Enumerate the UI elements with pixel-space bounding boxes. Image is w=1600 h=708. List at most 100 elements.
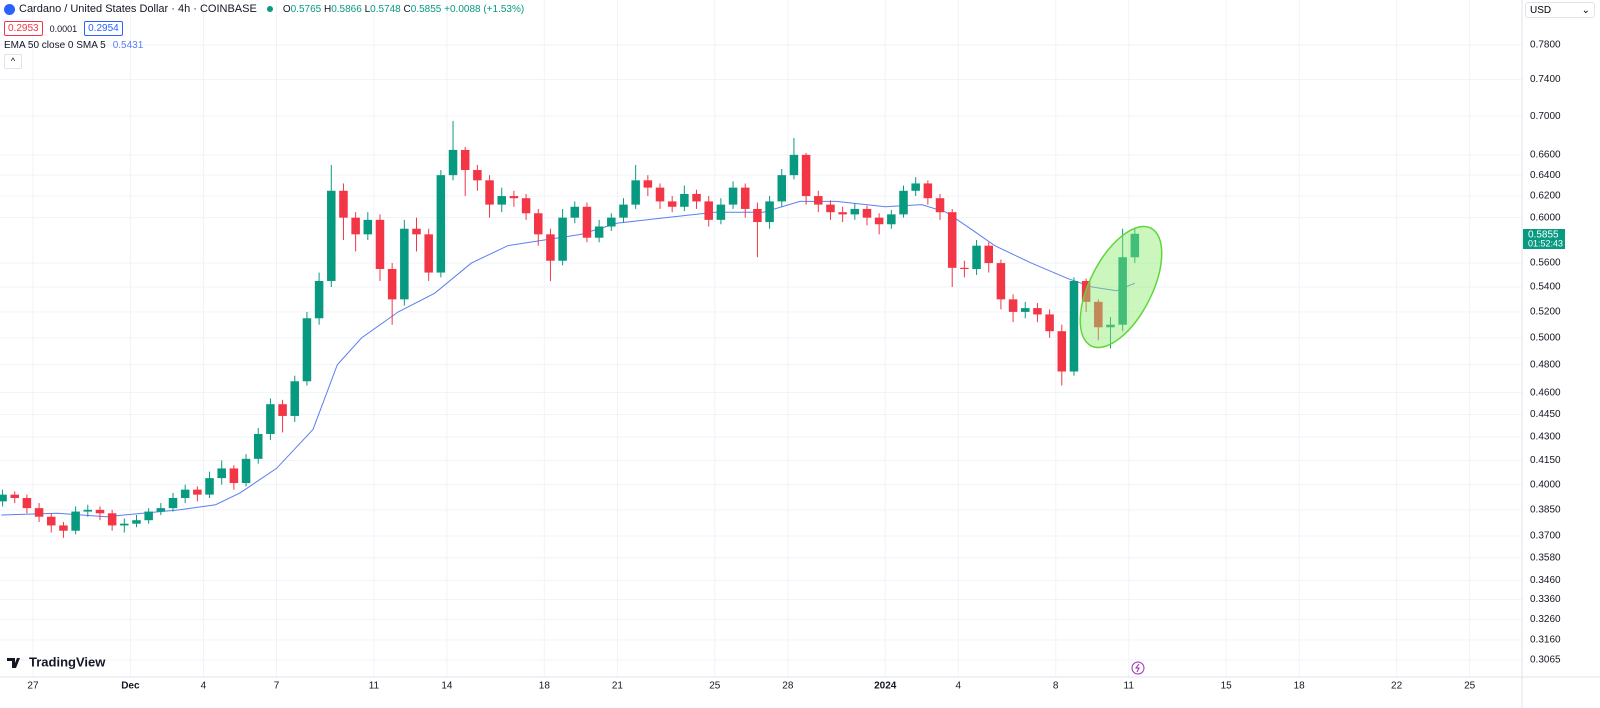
candle-body: [302, 318, 312, 382]
y-tick-label: 0.3460: [1530, 575, 1561, 586]
alert-icon[interactable]: [1131, 661, 1145, 675]
y-tick-label: 0.6400: [1530, 170, 1561, 181]
candle-body: [521, 198, 531, 214]
x-tick-label: 25: [1464, 681, 1476, 692]
candle-body: [509, 196, 519, 199]
x-tick-label: 8: [1053, 681, 1059, 692]
plot-area: [0, 120, 1140, 538]
candle-body: [765, 201, 774, 223]
candle-body: [862, 208, 872, 218]
candle-body: [899, 190, 908, 215]
y-tick-label: 0.6000: [1530, 212, 1561, 223]
x-tick-label: 11: [369, 681, 380, 692]
dropdown-arrow: ⌄: [1581, 5, 1590, 16]
candle-body: [1033, 308, 1042, 315]
y-tick-label: 0.5400: [1530, 282, 1561, 293]
ohlc-label: C: [403, 3, 411, 15]
candle-body: [180, 489, 190, 498]
candle-body: [59, 525, 68, 531]
collapse-button[interactable]: ^: [4, 54, 22, 69]
x-tick-label: 25: [709, 681, 721, 692]
candle-body: [850, 208, 860, 215]
candle-body: [826, 204, 835, 213]
candle-body: [692, 193, 701, 202]
candle-body: [631, 180, 640, 205]
y-tick-label: 0.4600: [1530, 387, 1561, 398]
price-tag: 0.5855 01:52:43: [1523, 229, 1565, 249]
y-tick-label: 0.3850: [1530, 504, 1561, 515]
candle-body: [22, 497, 32, 509]
x-tick-label: 2024: [874, 681, 897, 692]
ohlc-value: 0.5748: [370, 3, 401, 15]
candle-body: [704, 201, 713, 220]
candle-body: [558, 217, 567, 261]
candle-body: [144, 511, 153, 521]
y-tick-label: 0.3360: [1530, 594, 1561, 605]
x-tick-label: 18: [1294, 681, 1306, 692]
candle-body: [278, 404, 287, 416]
candle-body: [400, 228, 409, 300]
candle-body: [716, 204, 726, 220]
candle-body: [582, 206, 592, 238]
trade-row: 0.2953 0.0001 0.2954: [4, 21, 123, 36]
candle-body: [193, 489, 202, 495]
alert-bolt: [1135, 663, 1140, 673]
candle-body: [83, 509, 93, 512]
y-tick-label: 0.6200: [1530, 191, 1561, 202]
symbol-title: Cardano / United States Dollar · 4h · CO…: [19, 3, 257, 15]
currency-select[interactable]: USD ⌄: [1525, 2, 1595, 18]
candle-body: [253, 433, 263, 459]
y-tick-label: 0.3160: [1530, 635, 1561, 646]
candle-body: [935, 198, 945, 213]
candle-body: [95, 509, 105, 514]
candle-body: [1106, 324, 1115, 328]
indicator-legend: EMA 50 close 0 SMA 5 0.5431: [4, 40, 143, 51]
candle-body: [497, 196, 506, 205]
indicator-name: EMA 50 close 0 SMA 5: [4, 40, 106, 51]
candle-body: [874, 217, 884, 225]
logo: TradingView: [7, 654, 106, 669]
y-tick-label: 0.5600: [1530, 258, 1561, 269]
candle-body: [363, 219, 373, 235]
candle-body: [266, 404, 275, 434]
x-tick-label: 14: [441, 681, 453, 692]
y-tick-label: 0.4300: [1530, 432, 1561, 443]
candle-body: [436, 175, 446, 273]
candle-body: [485, 180, 494, 205]
candle-body: [339, 190, 348, 218]
candle-body: [655, 187, 665, 202]
candle-body: [314, 280, 324, 319]
price-tag-bg: [1523, 229, 1565, 249]
y-tick-label: 0.7000: [1530, 111, 1561, 122]
candle-body: [667, 201, 677, 207]
x-tick-label: 18: [539, 681, 551, 692]
candle-body: [290, 381, 300, 416]
y-tick-label: 0.5000: [1530, 332, 1561, 343]
ohlc-label: O: [282, 3, 291, 15]
candle-body: [740, 187, 750, 209]
candle-body: [34, 508, 44, 517]
buy-button[interactable]: 0.2954: [84, 21, 123, 36]
spread: 0.0001: [49, 23, 78, 34]
candle-body: [71, 511, 80, 531]
x-tick-label: 4: [201, 681, 207, 692]
y-tick-label: 0.4000: [1530, 479, 1561, 490]
sell-button[interactable]: 0.2953: [4, 21, 43, 36]
candle-body: [10, 494, 19, 498]
candle-body: [680, 193, 689, 207]
logo-icon: [7, 658, 20, 668]
candle-body: [619, 204, 628, 218]
candle-body: [996, 263, 1006, 300]
grid: [0, 0, 1522, 677]
candle-body: [1008, 299, 1018, 312]
candle-body: [107, 513, 117, 526]
x-tick-label: Dec: [121, 681, 140, 692]
candle-body: [327, 190, 336, 281]
countdown: 01:52:43: [1528, 238, 1563, 248]
candle-body: [1069, 280, 1079, 372]
ohlc-value: 0.5765: [290, 3, 322, 15]
candle-body: [546, 234, 555, 261]
y-tick-label: 0.7400: [1530, 74, 1561, 85]
